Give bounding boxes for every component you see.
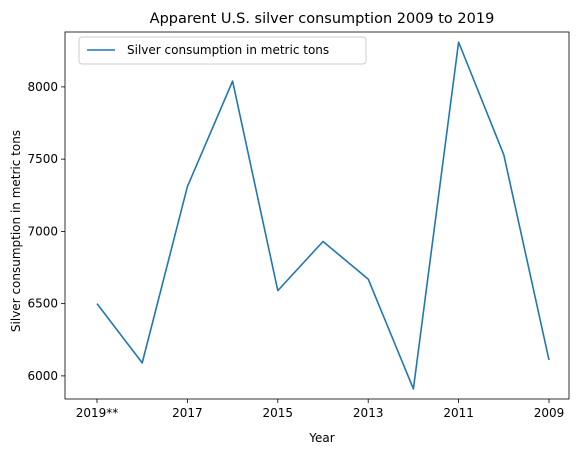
- legend-label: Silver consumption in metric tons: [127, 43, 329, 57]
- y-axis-label: Silver consumption in metric tons: [9, 130, 23, 332]
- y-tick-label: 7000: [27, 224, 58, 238]
- x-tick-label: 2009: [534, 406, 565, 420]
- y-tick-label: 6500: [27, 297, 58, 311]
- legend-box: [78, 36, 367, 65]
- x-tick-label: 2017: [172, 406, 203, 420]
- plot-area: 6000 6500 7000 7500 8000 2019** 2017 2015 2013 20…: [27, 31, 570, 420]
- y-tick-label: 6000: [27, 369, 58, 383]
- y-tick-label: 8000: [27, 80, 58, 94]
- series-line: [96, 41, 550, 390]
- x-tick-label: 2011: [443, 406, 474, 420]
- x-tick-label: 2019**: [76, 406, 119, 420]
- plot-frame: [64, 31, 570, 400]
- legend: Silver consumption in metric tons: [78, 36, 367, 65]
- chart-title: Apparent U.S. silver consumption 2009 to…: [150, 11, 495, 27]
- x-tick-label: 2013: [353, 406, 384, 420]
- x-axis-label: Year: [308, 431, 334, 445]
- y-tick-label: 7500: [27, 152, 58, 166]
- x-tick-label: 2015: [263, 406, 294, 420]
